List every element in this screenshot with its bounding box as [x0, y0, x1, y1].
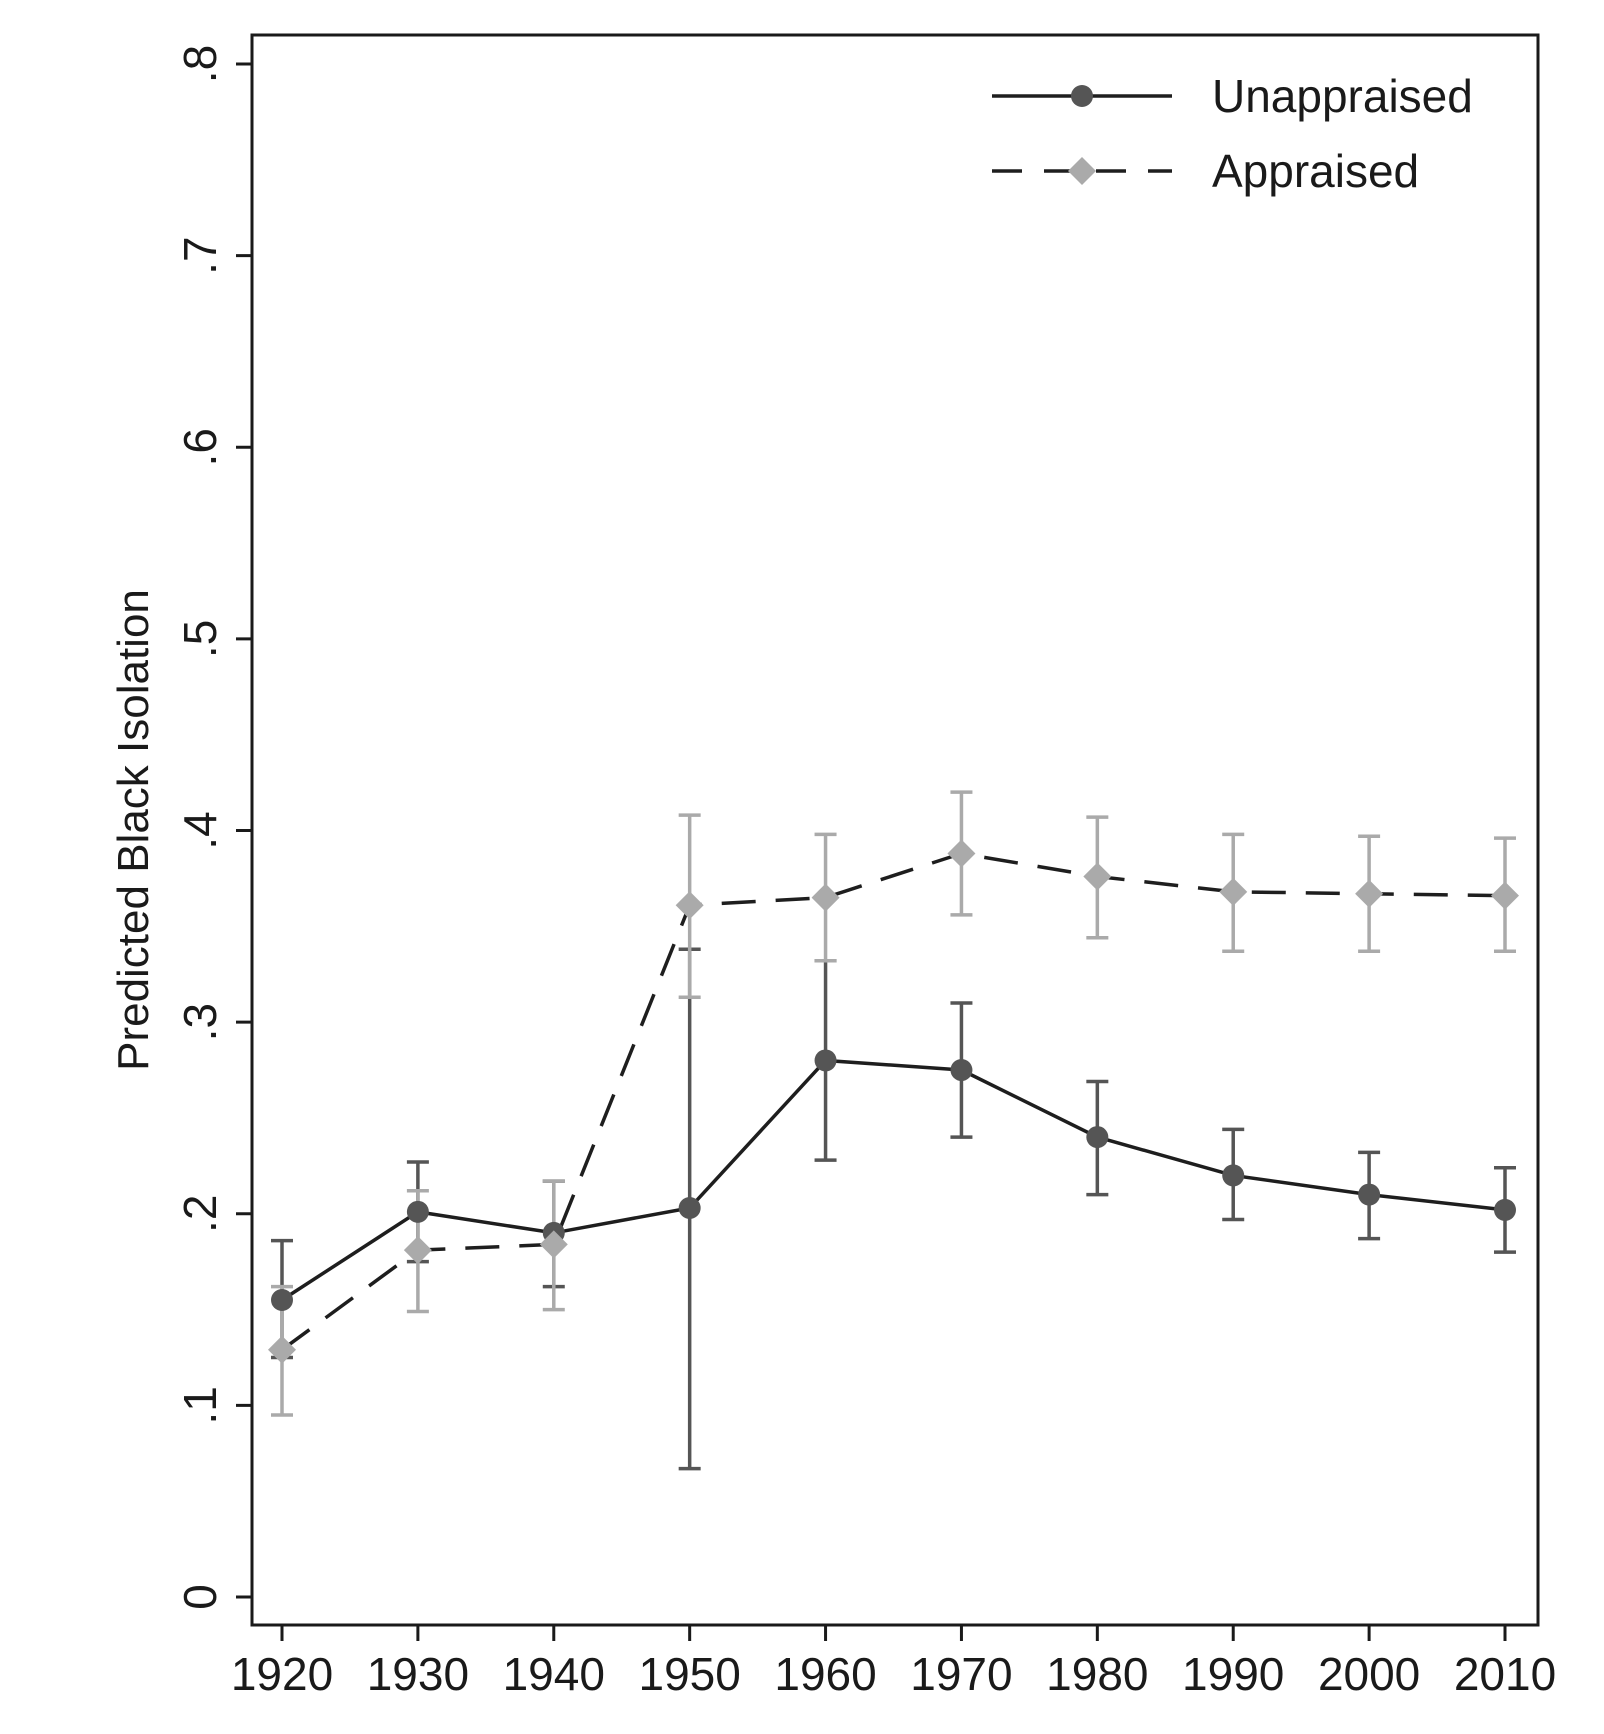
data-point	[950, 1059, 973, 1082]
y-axis-label: Predicted Black Isolation	[109, 589, 158, 1071]
series-line	[281, 1058, 1506, 1302]
y-tick-label: .7	[174, 236, 226, 274]
series-line-group-unappraised	[281, 1058, 1506, 1302]
data-point	[271, 1288, 293, 1311]
legend-label: Unappraised	[1212, 70, 1473, 122]
y-tick-label: .8	[174, 45, 226, 83]
data-point	[1491, 881, 1519, 910]
series-markers-unappraised	[271, 1049, 1516, 1311]
legend-item-appraised: Appraised	[992, 145, 1419, 197]
x-tick-label: 1960	[774, 1648, 876, 1700]
y-tick-label: .4	[174, 811, 226, 849]
x-tick-label: 1920	[231, 1648, 333, 1700]
data-point	[1086, 1126, 1109, 1149]
data-point	[1358, 1183, 1381, 1206]
data-point	[814, 1049, 837, 1072]
y-tick-label: .5	[174, 620, 226, 658]
x-tick-label: 1980	[1046, 1648, 1148, 1700]
x-tick-label: 2000	[1318, 1648, 1420, 1700]
data-point	[406, 1200, 429, 1223]
data-point	[403, 1236, 432, 1265]
data-point	[678, 1197, 701, 1220]
legend-marker	[1071, 85, 1093, 107]
legend-label: Appraised	[1212, 145, 1419, 197]
y-tick-label: .2	[174, 1195, 226, 1233]
y-tick-label: .1	[174, 1386, 226, 1424]
data-point	[1083, 862, 1112, 891]
data-point	[539, 1230, 568, 1259]
x-tick-label: 1990	[1182, 1648, 1284, 1700]
data-point	[1355, 879, 1384, 908]
data-point	[1219, 877, 1248, 906]
y-tick-label: .6	[174, 428, 226, 466]
series-line-group-appraised	[280, 851, 1506, 1352]
series-line	[280, 851, 1506, 1352]
series-markers-appraised	[268, 839, 1519, 1364]
x-tick-label: 1970	[910, 1648, 1012, 1700]
data-point	[1222, 1164, 1245, 1187]
x-tick-label: 1930	[367, 1648, 469, 1700]
y-tick-label: .3	[174, 1003, 226, 1041]
data-point	[675, 891, 704, 920]
x-tick-label: 1950	[638, 1648, 740, 1700]
y-tick-label: 0	[174, 1584, 226, 1610]
x-tick-label: 2010	[1454, 1648, 1556, 1700]
data-point	[811, 883, 840, 912]
data-point	[268, 1335, 296, 1364]
x-tick-label: 1940	[503, 1648, 605, 1700]
data-point	[947, 839, 976, 868]
data-point	[1494, 1198, 1516, 1221]
legend-marker	[1068, 157, 1096, 185]
legend-item-unappraised: Unappraised	[992, 70, 1473, 122]
